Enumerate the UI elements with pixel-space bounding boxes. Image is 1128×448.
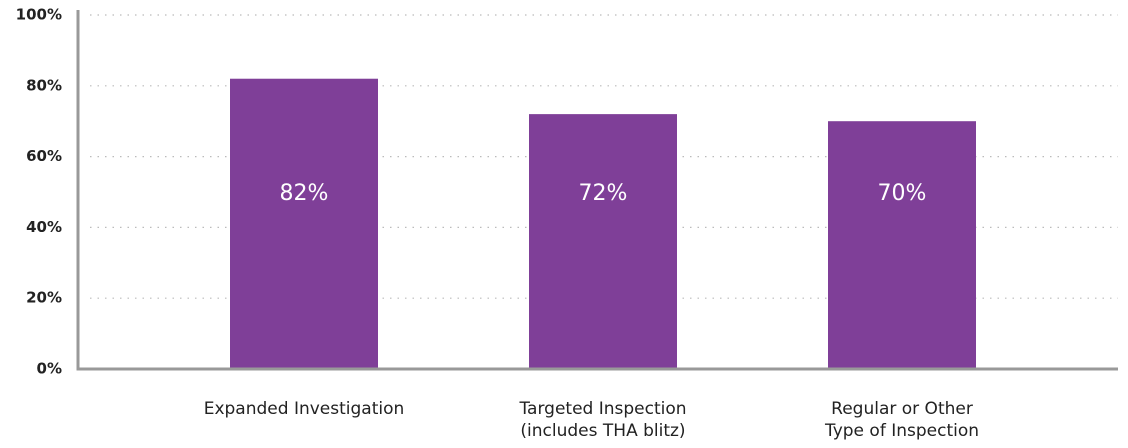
x-tick-label: Expanded Investigation bbox=[203, 399, 405, 419]
x-tick-label: Regular or Other Type of Inspection bbox=[824, 399, 980, 441]
bar bbox=[828, 121, 976, 369]
y-tick-label: 40% bbox=[26, 218, 62, 236]
x-tick-label: Targeted Inspection (includes THA blitz) bbox=[519, 399, 687, 441]
y-tick-label: 0% bbox=[37, 360, 62, 378]
bar bbox=[529, 114, 677, 370]
y-tick-label: 80% bbox=[26, 76, 62, 94]
y-tick-label: 60% bbox=[26, 147, 62, 165]
y-tick-label: 100% bbox=[16, 6, 62, 24]
value-label: 70% bbox=[878, 181, 927, 206]
value-label: 82% bbox=[280, 181, 329, 206]
y-tick-label: 20% bbox=[26, 289, 62, 307]
value-label: 72% bbox=[579, 181, 628, 206]
bar bbox=[230, 78, 378, 369]
